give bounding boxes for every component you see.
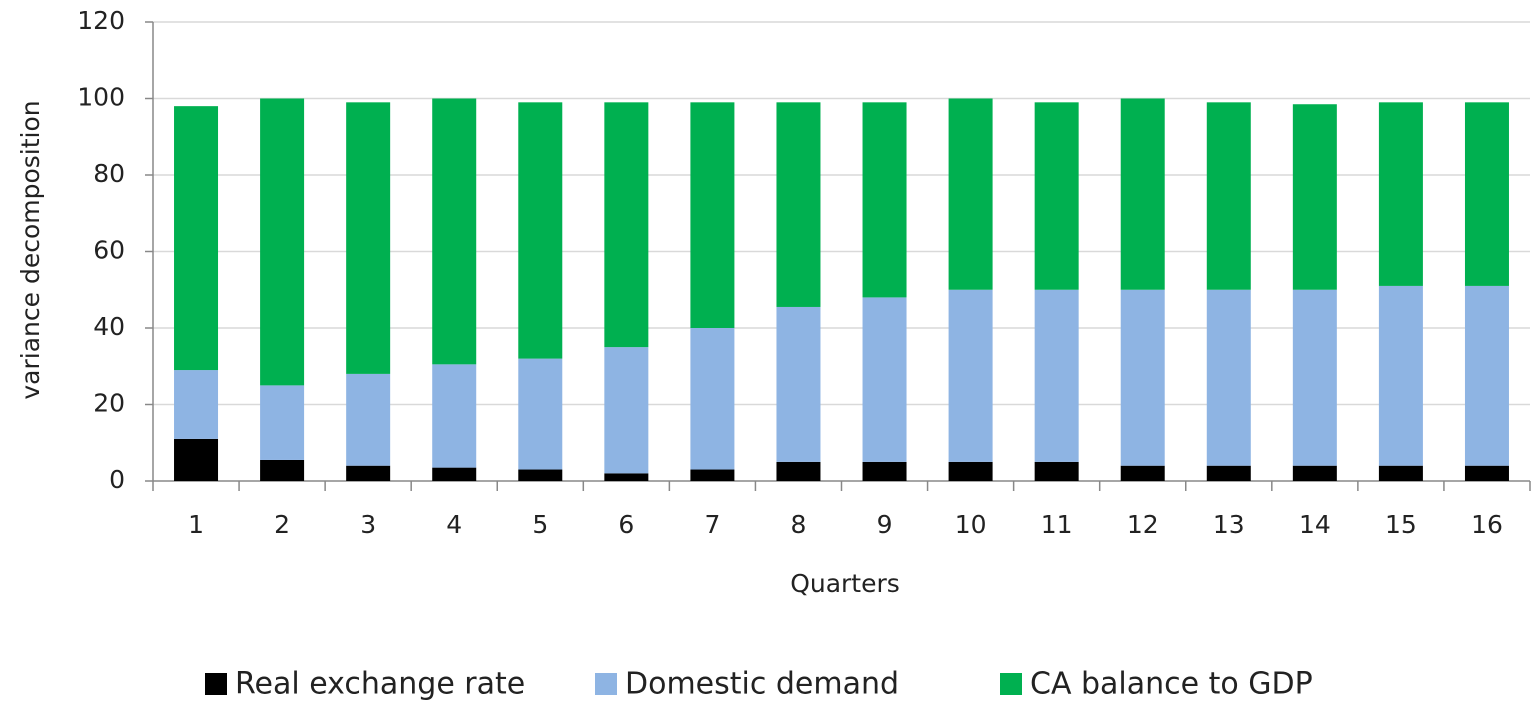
x-tick-label: 13 [1213, 510, 1245, 539]
x-tick-label: 2 [274, 510, 290, 539]
bar-segment [1292, 465, 1337, 481]
bar-segment [174, 370, 219, 439]
bar-segment [862, 461, 907, 481]
legend-swatch [205, 673, 227, 695]
x-tick-label: 4 [446, 510, 462, 539]
legend-label: Domestic demand [625, 667, 899, 701]
y-tick-label: 0 [109, 465, 125, 494]
x-tick-label: 14 [1299, 510, 1331, 539]
x-tick-label: 6 [618, 510, 634, 539]
bar-segment [604, 102, 649, 348]
bar-segment [1034, 102, 1079, 290]
bar-segment [604, 473, 649, 481]
y-tick-label: 20 [93, 389, 125, 418]
bar-segment [1378, 102, 1423, 286]
legend-label: Real exchange rate [235, 667, 525, 701]
x-tick-label: 11 [1041, 510, 1073, 539]
legend-label: CA balance to GDP [1030, 667, 1313, 701]
bar-segment [518, 102, 563, 359]
bar-segment [1464, 285, 1509, 466]
bar-segment [776, 102, 821, 307]
bar-segment [1378, 285, 1423, 466]
bar-segment [1034, 289, 1079, 462]
y-axis-label: variance decomposition [16, 100, 45, 399]
x-tick-label: 16 [1471, 510, 1503, 539]
bar-segment [1120, 465, 1165, 481]
bar-segment [1034, 461, 1079, 481]
x-tick-label: 12 [1127, 510, 1159, 539]
bar-segment [1292, 289, 1337, 466]
bar-segment [432, 364, 477, 468]
bar-segment [518, 358, 563, 470]
x-tick-label: 3 [360, 510, 376, 539]
bar-segment [948, 461, 993, 481]
legend-swatch [1000, 673, 1022, 695]
bar-segment [174, 438, 219, 481]
x-axis-label: Quarters [790, 569, 900, 598]
bar-segment [1120, 98, 1165, 290]
bar-segment [1292, 104, 1337, 290]
bar-segment [346, 373, 391, 466]
legend-swatch [595, 673, 617, 695]
bar-segment [1120, 289, 1165, 466]
bar-segment [260, 385, 305, 460]
bar-segment [1378, 465, 1423, 481]
bar-segment [1206, 465, 1251, 481]
bar-segment [690, 469, 735, 481]
y-tick-label: 60 [93, 236, 125, 265]
bar-segment [432, 467, 477, 481]
bar-segment [604, 347, 649, 474]
bar-segment [1206, 102, 1251, 290]
y-tick-label: 100 [77, 83, 125, 112]
bar-segment [1464, 102, 1509, 286]
bar-segment [690, 102, 735, 328]
bar-segment [174, 106, 219, 371]
bar-segment [948, 98, 993, 290]
bar-segment [260, 98, 305, 386]
bar-segment [432, 98, 477, 365]
bar-segment [260, 459, 305, 481]
y-tick-label: 120 [77, 6, 125, 35]
y-tick-label: 80 [93, 159, 125, 188]
bar-segment [948, 289, 993, 462]
bar-segment [776, 461, 821, 481]
bar-segment [862, 102, 907, 298]
bar-segment [346, 102, 391, 374]
x-tick-label: 10 [955, 510, 987, 539]
x-tick-label: 1 [188, 510, 204, 539]
x-tick-label: 7 [704, 510, 720, 539]
y-tick-label: 40 [93, 312, 125, 341]
bar-segment [1464, 465, 1509, 481]
bar-segment [776, 306, 821, 462]
bar-segment [1206, 289, 1251, 466]
bar-segment [346, 465, 391, 481]
bar-segment [862, 297, 907, 462]
x-tick-label: 8 [791, 510, 807, 539]
x-tick-label: 9 [877, 510, 893, 539]
x-tick-label: 15 [1385, 510, 1417, 539]
x-tick-label: 5 [532, 510, 548, 539]
bar-segment [518, 469, 563, 481]
bar-segment [690, 328, 735, 470]
